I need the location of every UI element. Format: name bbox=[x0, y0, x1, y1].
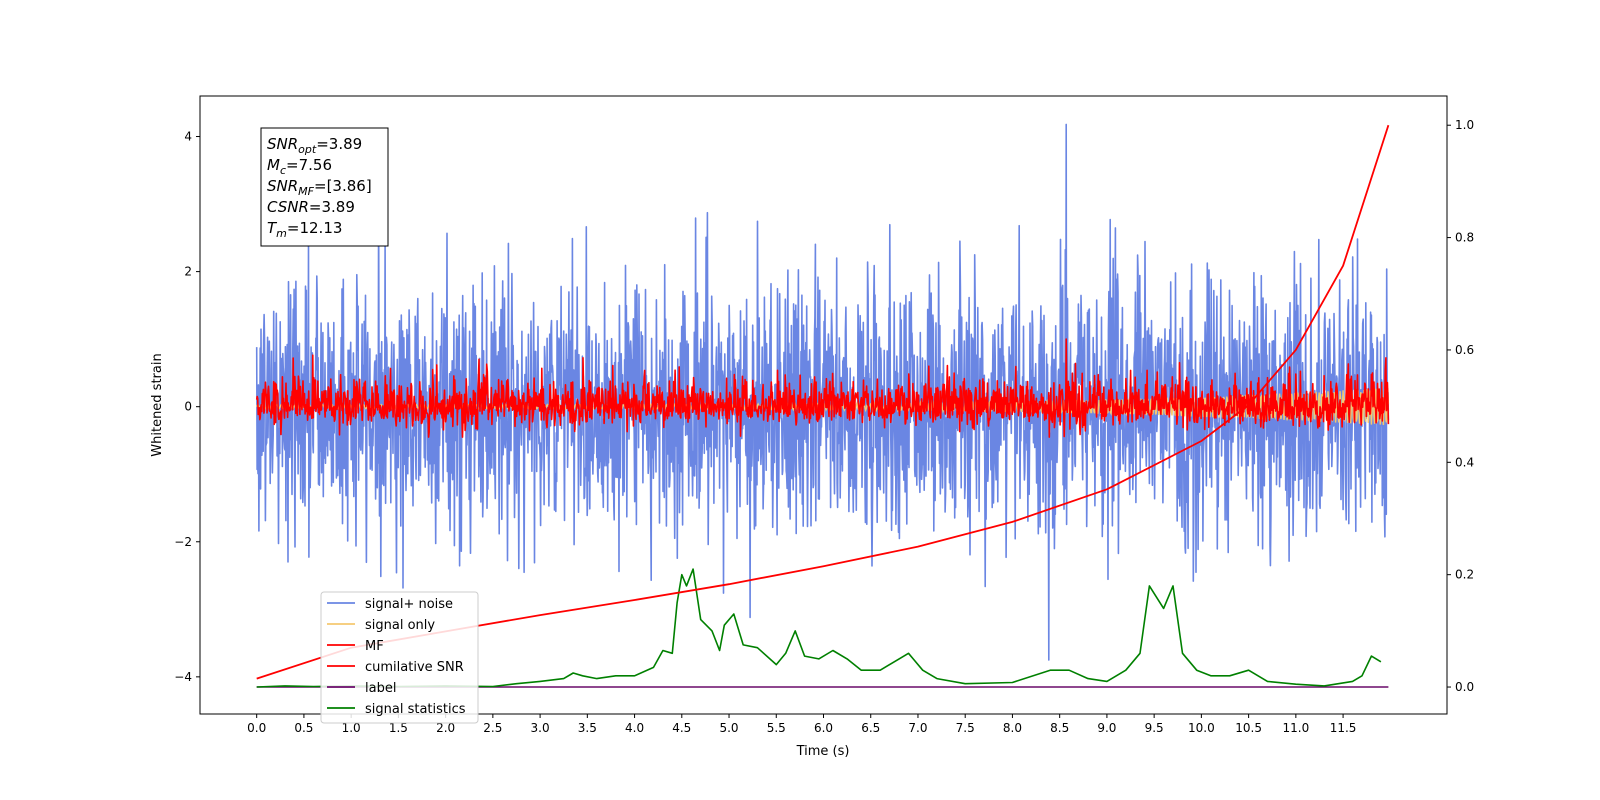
x-tick-label: 7.0 bbox=[908, 721, 927, 735]
y-tick-label: −2 bbox=[174, 535, 192, 549]
legend-entry: signal statistics bbox=[365, 702, 466, 717]
x-tick-label: 4.0 bbox=[625, 721, 644, 735]
y-right-tick-label: 0.0 bbox=[1455, 680, 1474, 694]
y-axis-label: Whitened strain bbox=[150, 353, 165, 456]
series-signal-statistics bbox=[256, 568, 1382, 688]
x-tick-label: 6.0 bbox=[814, 721, 833, 735]
annotation-box-frame bbox=[260, 127, 389, 247]
x-tick-label: 2.0 bbox=[436, 721, 455, 735]
y-axis-right: 0.0 0.2 0.4 0.6 0.8 1.0 bbox=[1447, 118, 1474, 694]
annotation-line: Tm=12.13 bbox=[267, 219, 342, 240]
annotation-line: SNRopt=3.89 bbox=[267, 135, 362, 156]
x-tick-label: 10.5 bbox=[1235, 721, 1262, 735]
legend-entry: cumilative SNR bbox=[365, 660, 464, 675]
x-tick-label: 2.5 bbox=[483, 721, 502, 735]
y-tick-label: 2 bbox=[184, 265, 192, 279]
legend: signal+ noise signal only MF cumilative SNR… bbox=[320, 591, 479, 724]
y-axis-left: −4 −2 0 2 4 bbox=[174, 130, 200, 684]
y-right-tick-label: 1.0 bbox=[1455, 118, 1474, 132]
x-tick-label: 6.5 bbox=[861, 721, 880, 735]
x-tick-label: 5.5 bbox=[767, 721, 786, 735]
y-tick-label: 0 bbox=[184, 400, 192, 414]
x-axis: 0.0 0.5 1.0 1.5 2.0 2.5 3.0 3.5 4.0 4.5 5.0 5.5 6.0 6… bbox=[247, 714, 1356, 735]
x-tick-label: 0.0 bbox=[247, 721, 266, 735]
series-mf bbox=[255, 338, 1390, 438]
x-tick-label: 3.5 bbox=[578, 721, 597, 735]
y-right-tick-label: 0.2 bbox=[1455, 568, 1474, 582]
legend-entry: signal only bbox=[365, 618, 435, 633]
x-tick-label: 11.5 bbox=[1330, 721, 1357, 735]
x-tick-label: 11.0 bbox=[1282, 721, 1309, 735]
x-tick-label: 9.5 bbox=[1145, 721, 1164, 735]
annotation-line: SNRMF=[3.86] bbox=[267, 177, 372, 198]
x-tick-label: 4.5 bbox=[672, 721, 691, 735]
x-tick-label: 8.0 bbox=[1003, 721, 1022, 735]
x-tick-label: 7.5 bbox=[956, 721, 975, 735]
legend-entry: signal+ noise bbox=[365, 597, 453, 612]
x-tick-label: 10.0 bbox=[1188, 721, 1215, 735]
annotation-line: CSNR=3.89 bbox=[267, 198, 355, 216]
legend-entry: MF bbox=[365, 639, 384, 654]
y-right-tick-label: 0.6 bbox=[1455, 343, 1474, 357]
x-tick-label: 3.0 bbox=[531, 721, 550, 735]
y-right-tick-label: 0.4 bbox=[1455, 455, 1474, 469]
legend-frame bbox=[320, 591, 479, 724]
x-tick-label: 0.5 bbox=[294, 721, 313, 735]
x-tick-label: 1.5 bbox=[389, 721, 408, 735]
series-signal-noise bbox=[255, 123, 1390, 661]
x-tick-label: 1.0 bbox=[342, 721, 361, 735]
y-right-tick-label: 0.8 bbox=[1455, 231, 1474, 245]
x-tick-label: 5.0 bbox=[719, 721, 738, 735]
y-tick-label: −4 bbox=[174, 670, 192, 684]
annotation-line: Mc=7.56 bbox=[267, 156, 332, 177]
x-axis-label: Time (s) bbox=[796, 744, 850, 759]
x-tick-label: 9.0 bbox=[1097, 721, 1116, 735]
legend-entry: label bbox=[365, 681, 396, 696]
y-tick-label: 4 bbox=[184, 130, 192, 144]
x-tick-label: 8.5 bbox=[1050, 721, 1069, 735]
